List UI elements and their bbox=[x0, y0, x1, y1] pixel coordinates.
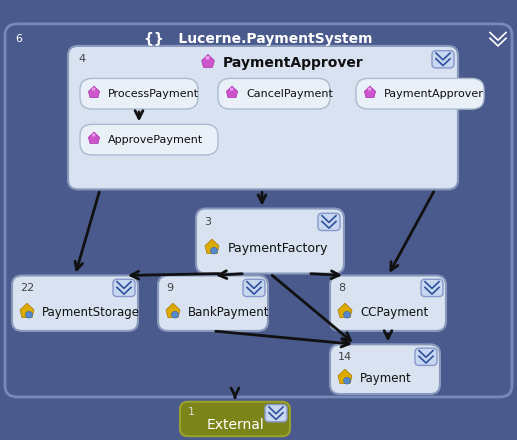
FancyBboxPatch shape bbox=[180, 402, 290, 436]
FancyBboxPatch shape bbox=[5, 24, 512, 397]
Polygon shape bbox=[88, 86, 100, 98]
Text: 8: 8 bbox=[338, 283, 345, 293]
Circle shape bbox=[172, 312, 178, 318]
FancyBboxPatch shape bbox=[330, 345, 440, 394]
Circle shape bbox=[210, 247, 218, 254]
Polygon shape bbox=[205, 239, 219, 253]
Polygon shape bbox=[20, 303, 34, 318]
Polygon shape bbox=[92, 88, 96, 91]
Polygon shape bbox=[226, 86, 238, 98]
Polygon shape bbox=[166, 303, 180, 318]
Text: External: External bbox=[206, 418, 264, 432]
FancyBboxPatch shape bbox=[415, 348, 437, 365]
Text: 14: 14 bbox=[338, 352, 352, 362]
Text: PaymentFactory: PaymentFactory bbox=[228, 242, 328, 255]
Text: Payment: Payment bbox=[360, 372, 412, 385]
Polygon shape bbox=[338, 369, 352, 384]
FancyBboxPatch shape bbox=[421, 279, 443, 297]
FancyBboxPatch shape bbox=[113, 279, 135, 297]
Circle shape bbox=[343, 312, 351, 318]
Polygon shape bbox=[88, 132, 100, 143]
Text: 9: 9 bbox=[166, 283, 173, 293]
FancyBboxPatch shape bbox=[80, 125, 218, 155]
FancyBboxPatch shape bbox=[243, 279, 265, 297]
Polygon shape bbox=[230, 88, 234, 91]
Circle shape bbox=[343, 378, 351, 384]
FancyBboxPatch shape bbox=[196, 209, 344, 274]
Circle shape bbox=[25, 312, 33, 318]
FancyBboxPatch shape bbox=[330, 275, 446, 331]
Text: PaymentApprover: PaymentApprover bbox=[384, 89, 484, 99]
FancyBboxPatch shape bbox=[432, 51, 454, 68]
FancyBboxPatch shape bbox=[218, 78, 330, 109]
Text: 4: 4 bbox=[78, 54, 85, 64]
Text: 22: 22 bbox=[20, 283, 34, 293]
Text: ApprovePayment: ApprovePayment bbox=[108, 135, 203, 145]
Text: BankPayment: BankPayment bbox=[188, 306, 269, 319]
Polygon shape bbox=[338, 303, 352, 318]
Text: 6: 6 bbox=[15, 34, 22, 44]
Polygon shape bbox=[364, 86, 375, 98]
Polygon shape bbox=[92, 133, 96, 136]
Polygon shape bbox=[205, 56, 210, 60]
Polygon shape bbox=[202, 55, 215, 67]
Polygon shape bbox=[368, 88, 372, 91]
Text: {}   Lucerne.PaymentSystem: {} Lucerne.PaymentSystem bbox=[144, 32, 373, 46]
Text: CancelPayment: CancelPayment bbox=[246, 89, 333, 99]
Text: PaymentStorage: PaymentStorage bbox=[42, 306, 140, 319]
Text: 3: 3 bbox=[204, 217, 211, 227]
FancyBboxPatch shape bbox=[12, 275, 138, 331]
FancyBboxPatch shape bbox=[68, 46, 458, 189]
FancyBboxPatch shape bbox=[265, 405, 287, 422]
Text: CCPayment: CCPayment bbox=[360, 306, 428, 319]
FancyBboxPatch shape bbox=[356, 78, 484, 109]
FancyBboxPatch shape bbox=[80, 78, 198, 109]
Text: PaymentApprover: PaymentApprover bbox=[223, 56, 364, 70]
Text: ProcessPayment: ProcessPayment bbox=[108, 89, 199, 99]
FancyBboxPatch shape bbox=[158, 275, 268, 331]
FancyBboxPatch shape bbox=[318, 213, 340, 231]
Text: 1: 1 bbox=[188, 407, 195, 417]
